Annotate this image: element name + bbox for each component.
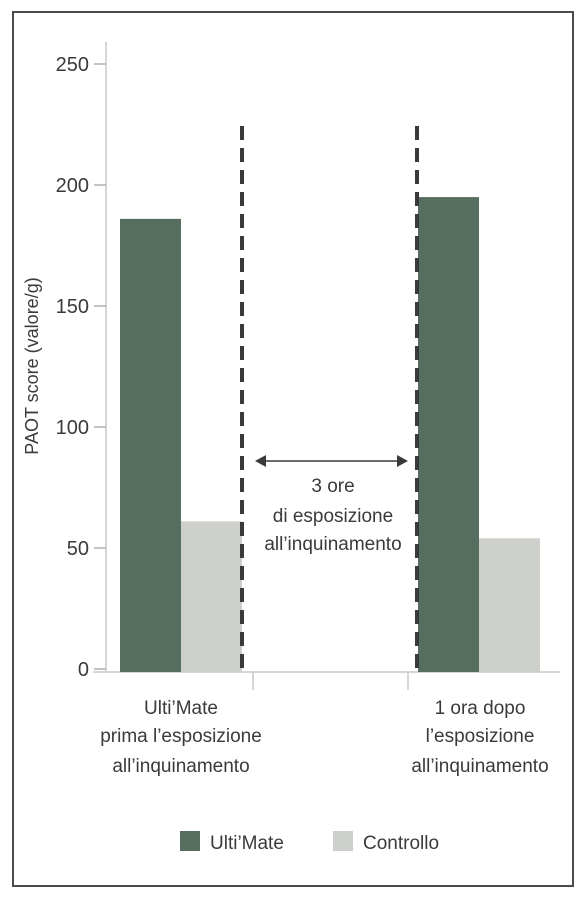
legend-label: Controllo bbox=[363, 833, 439, 854]
y-tick-label: 150 bbox=[56, 296, 89, 318]
legend-swatch bbox=[333, 831, 353, 851]
axes: 0 50 100 150 200 250 PAOT score (valore/g) bbox=[22, 42, 560, 690]
dividers bbox=[240, 126, 419, 674]
y-tick-label: 250 bbox=[56, 54, 89, 76]
annotation-line: all’inquinamento bbox=[264, 534, 401, 555]
category-label: all’inquinamento bbox=[411, 756, 548, 777]
category-label: 1 ora dopo bbox=[435, 698, 526, 719]
bar-ultimate-1 bbox=[120, 218, 181, 672]
annotation-line: 3 ore bbox=[311, 476, 354, 497]
y-tick-label: 50 bbox=[67, 538, 89, 560]
category-label: all’inquinamento bbox=[112, 756, 249, 777]
arrow-right-icon bbox=[397, 455, 408, 467]
legend-label: Ulti’Mate bbox=[210, 833, 284, 854]
y-axis-label: PAOT score (valore/g) bbox=[22, 277, 42, 454]
annotation-line: di esposizione bbox=[273, 506, 393, 527]
category-label: prima l’esposizione bbox=[100, 726, 262, 747]
category-label: Ulti’Mate bbox=[144, 698, 218, 719]
category-labels: Ulti’Mate prima l’esposizione all’inquinam… bbox=[100, 698, 548, 777]
arrow-left-icon bbox=[255, 455, 266, 467]
bar-ultimate-2 bbox=[418, 197, 479, 672]
chart-frame bbox=[12, 11, 574, 887]
y-tick-label: 0 bbox=[78, 659, 89, 681]
duration-annotation: 3 ore di esposizione all’inquinamento bbox=[255, 455, 408, 555]
bar-controllo-1 bbox=[181, 521, 242, 672]
bar-controllo-2 bbox=[479, 538, 540, 672]
y-tick-label: 200 bbox=[56, 175, 89, 197]
category-label: l’esposizione bbox=[426, 726, 535, 747]
legend: Ulti’Mate Controllo bbox=[180, 831, 439, 854]
y-tick-label: 100 bbox=[56, 417, 89, 439]
bars bbox=[120, 197, 540, 672]
legend-swatch bbox=[180, 831, 200, 851]
